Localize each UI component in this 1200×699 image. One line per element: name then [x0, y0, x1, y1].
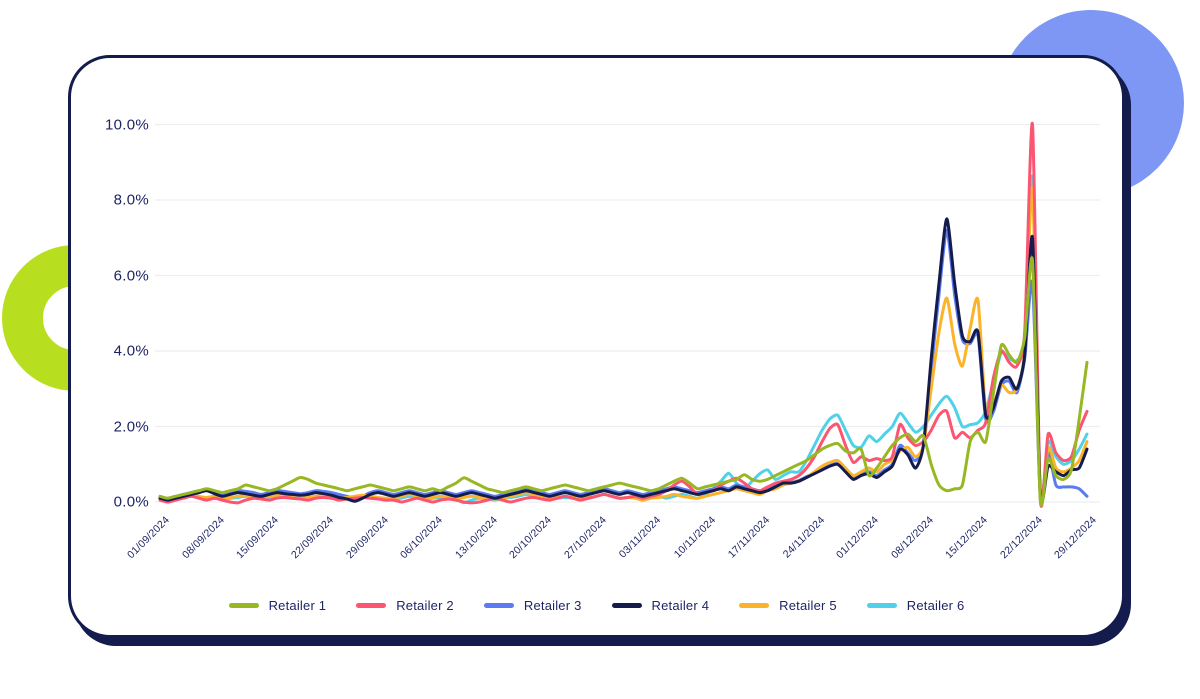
legend-label: Retailer 3	[523, 598, 582, 613]
legend-label: Retailer 4	[651, 598, 710, 613]
y-axis-tick-label: 10.0%	[104, 116, 149, 133]
legend-swatch	[866, 603, 897, 608]
legend-label: Retailer 1	[268, 598, 327, 613]
legend-item-retailer-3[interactable]: Retailer 3	[483, 598, 582, 613]
legend-item-retailer-2[interactable]: Retailer 2	[356, 598, 454, 613]
legend-swatch	[739, 603, 770, 608]
y-axis-tick-label: 0.0%	[113, 493, 149, 511]
legend-label: Retailer 2	[396, 598, 454, 613]
legend-label: Retailer 6	[906, 598, 965, 613]
series-line-retailer-2	[158, 121, 1089, 508]
line-chart-plot-area	[155, 121, 1100, 508]
legend-swatch	[356, 603, 387, 608]
series-line-retailer-1	[158, 256, 1089, 507]
series-line-retailer-3	[158, 228, 1089, 502]
y-axis-tick-label: 6.0%	[113, 267, 149, 284]
legend-item-retailer-6[interactable]: Retailer 6	[866, 598, 965, 613]
legend-swatch	[228, 603, 259, 608]
legend-swatch	[611, 603, 642, 608]
y-axis-tick-label: 2.0%	[113, 418, 149, 435]
chart-legend: Retailer 1 Retailer 2 Retailer 3 Retailer 4…	[71, 598, 1122, 613]
legend-label: Retailer 5	[779, 598, 837, 613]
y-axis-tick-label: 4.0%	[113, 342, 149, 360]
series-line-retailer-4	[158, 217, 1089, 504]
legend-item-retailer-4[interactable]: Retailer 4	[611, 598, 710, 613]
legend-item-retailer-5[interactable]: Retailer 5	[739, 598, 837, 613]
legend-swatch	[483, 603, 514, 608]
legend-item-retailer-1[interactable]: Retailer 1	[228, 598, 327, 613]
chart-card: 10.0% 8.0% 6.0% 4.0% 2.0% 0.0% 01/09/2024 08/0…	[68, 55, 1125, 638]
y-axis-tick-label: 8.0%	[113, 191, 149, 209]
